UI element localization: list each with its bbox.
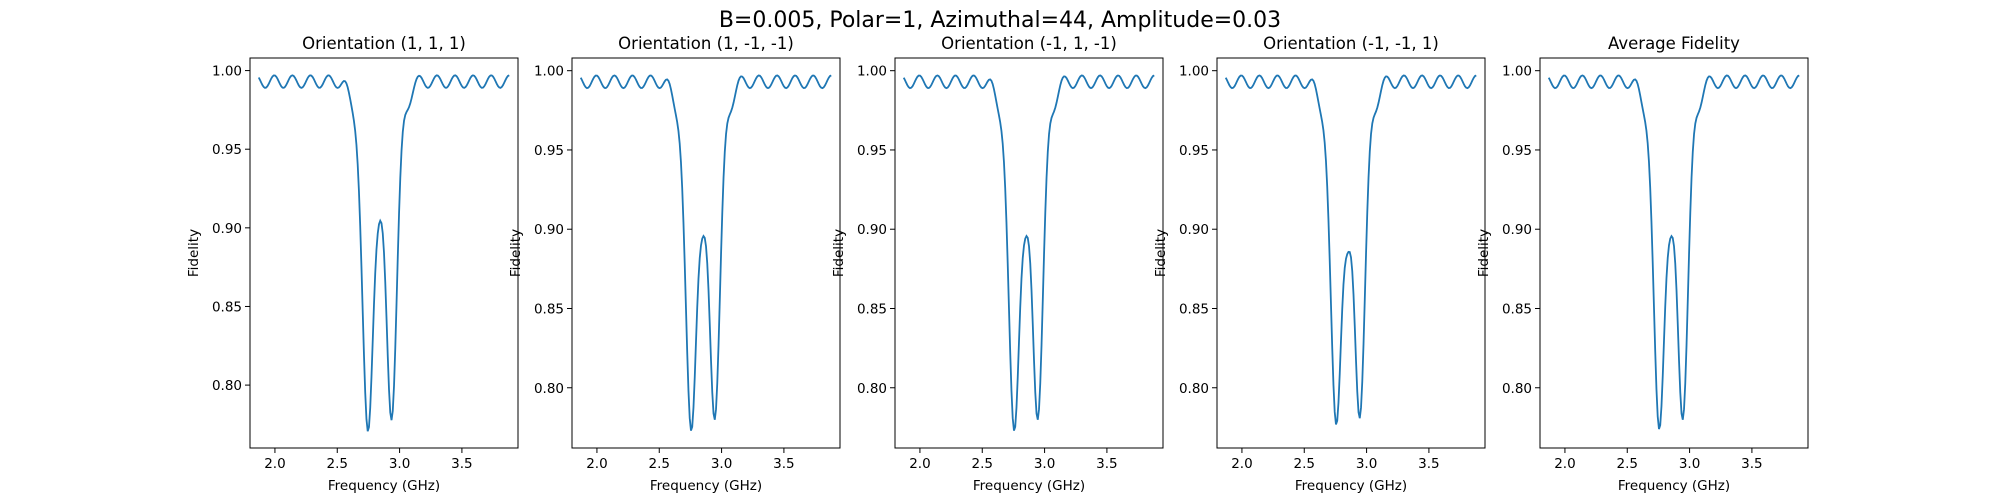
y-axis-label: Fidelity (831, 229, 847, 277)
y-axis-label: Fidelity (1153, 229, 1169, 277)
subplot-3: Orientation (-1, 1, -1) 2.0 2.5 3.0 3.5 0.80 0… (831, 34, 1164, 494)
y-tick-label: 0.80 (212, 378, 242, 394)
x-tick-label: 3.0 (711, 456, 732, 472)
x-tick-label: 3.5 (1741, 456, 1762, 472)
fidelity-series-line (1224, 74, 1477, 425)
y-tick-label: 0.95 (857, 143, 887, 159)
x-tick-label: 3.5 (1096, 456, 1117, 472)
x-tick-label: 2.0 (586, 456, 607, 472)
x-tick-label: 2.0 (1231, 456, 1252, 472)
y-tick-label: 0.80 (1179, 381, 1209, 397)
y-tick-label: 0.80 (1502, 381, 1532, 397)
y-tick-label: 1.00 (1502, 64, 1532, 80)
y-tick-label: 0.80 (857, 381, 887, 397)
subplot-title: Average Fidelity (1608, 34, 1740, 53)
axes-frame (1216, 57, 1486, 449)
figure-suptitle: B=0.005, Polar=1, Azimuthal=44, Amplitud… (719, 8, 1281, 33)
y-axis-label: Fidelity (186, 229, 202, 277)
x-tick-label: 3.5 (1418, 456, 1439, 472)
y-axis-label: Fidelity (508, 229, 524, 277)
y-tick-label: 1.00 (212, 64, 242, 80)
y-tick-label: 0.95 (534, 143, 564, 159)
y-tick-label: 1.00 (534, 64, 564, 80)
y-tick-label: 0.85 (212, 299, 242, 315)
y-tick-label: 1.00 (1179, 64, 1209, 80)
panels: Orientation (1, 1, 1) 2.0 2.5 3.0 3.5 0.80 0.8… (186, 34, 1809, 494)
x-tick-label: 3.0 (1034, 456, 1055, 472)
subplot-1: Orientation (1, 1, 1) 2.0 2.5 3.0 3.5 0.80 0.8… (186, 34, 519, 494)
x-axis-label: Frequency (GHz) (1295, 478, 1407, 494)
y-tick-label: 0.90 (212, 221, 242, 237)
y-tick-label: 0.85 (534, 301, 564, 317)
subplot-4: Orientation (-1, -1, 1) 2.0 2.5 3.0 3.5 0.80 0… (1153, 34, 1486, 494)
axes-frame (1539, 57, 1809, 449)
x-tick-label: 2.0 (909, 456, 930, 472)
y-axis-label: Fidelity (1476, 229, 1492, 277)
y-tick-label: 0.90 (534, 222, 564, 238)
y-tick-label: 0.90 (857, 222, 887, 238)
y-tick-label: 0.95 (1179, 143, 1209, 159)
fidelity-series-line (579, 74, 832, 431)
subplot-title: Orientation (-1, 1, -1) (941, 34, 1117, 53)
axes-frame (894, 57, 1164, 449)
x-axis-label: Frequency (GHz) (973, 478, 1085, 494)
x-axis-label: Frequency (GHz) (328, 478, 440, 494)
x-tick-label: 2.5 (1294, 456, 1315, 472)
y-tick-label: 0.90 (1179, 222, 1209, 238)
x-tick-label: 2.0 (264, 456, 285, 472)
axes-frame (571, 57, 841, 449)
fidelity-series-line (257, 74, 510, 432)
y-tick-label: 0.95 (212, 142, 242, 158)
x-tick-label: 3.5 (451, 456, 472, 472)
y-tick-label: 0.95 (1502, 143, 1532, 159)
y-tick-label: 0.90 (1502, 222, 1532, 238)
subplot-2: Orientation (1, -1, -1) 2.0 2.5 3.0 3.5 0.80 0… (508, 34, 841, 494)
x-tick-label: 3.0 (389, 456, 410, 472)
x-axis-label: Frequency (GHz) (650, 478, 762, 494)
y-tick-label: 0.85 (1179, 301, 1209, 317)
x-tick-label: 2.5 (649, 456, 670, 472)
subplot-title: Orientation (-1, -1, 1) (1263, 34, 1439, 53)
x-tick-label: 3.0 (1356, 456, 1377, 472)
x-tick-label: 2.5 (327, 456, 348, 472)
subplot-title: Orientation (1, 1, 1) (302, 34, 466, 53)
axes-frame (249, 57, 519, 449)
fidelity-series-line (1547, 74, 1800, 430)
y-tick-label: 0.85 (857, 301, 887, 317)
subplot-5: Average Fidelity 2.0 2.5 3.0 3.5 0.80 0.85 0.90… (1476, 34, 1809, 494)
x-axis-label: Frequency (GHz) (1618, 478, 1730, 494)
x-tick-label: 2.0 (1554, 456, 1575, 472)
x-tick-label: 2.5 (1617, 456, 1638, 472)
subplot-title: Orientation (1, -1, -1) (618, 34, 794, 53)
fidelity-series-line (902, 74, 1155, 431)
x-tick-label: 3.5 (773, 456, 794, 472)
y-tick-label: 0.85 (1502, 301, 1532, 317)
y-tick-label: 0.80 (534, 381, 564, 397)
y-tick-label: 1.00 (857, 64, 887, 80)
x-tick-label: 3.0 (1679, 456, 1700, 472)
x-tick-label: 2.5 (972, 456, 993, 472)
